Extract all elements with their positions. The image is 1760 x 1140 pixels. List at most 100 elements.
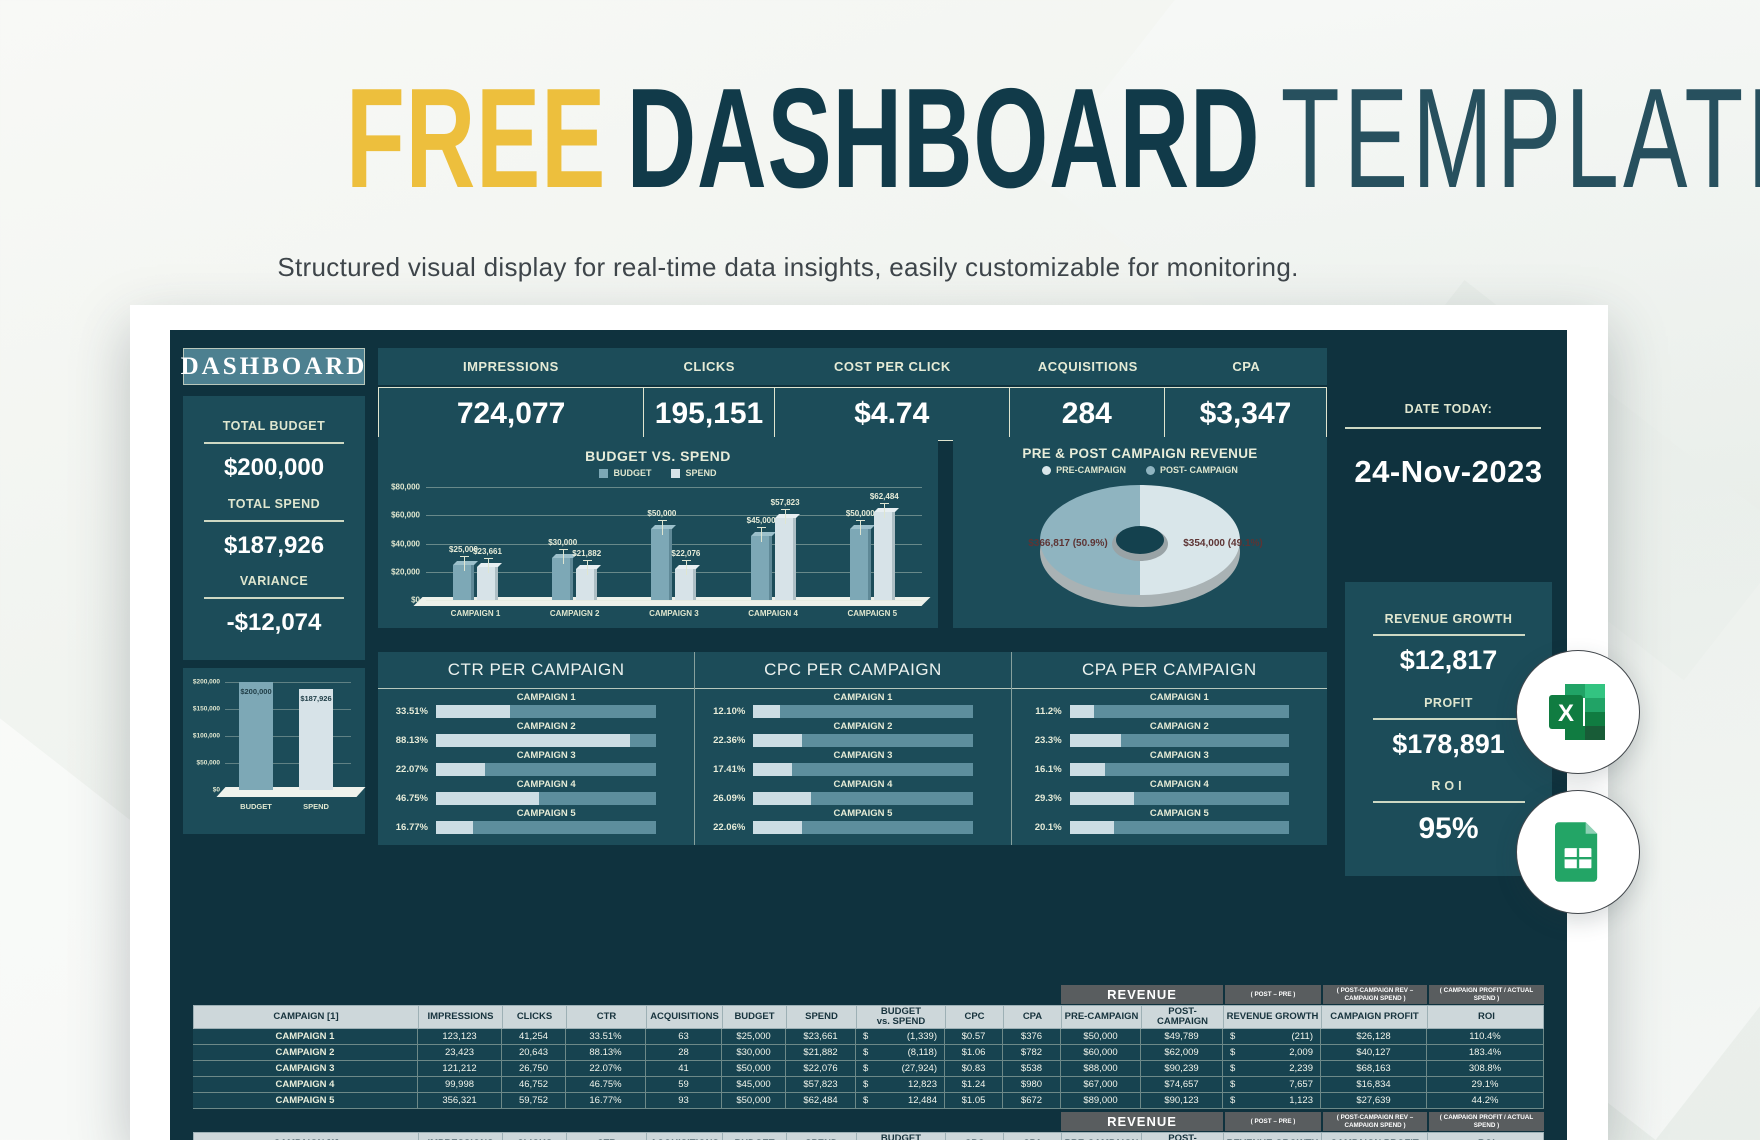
bar-fill — [753, 734, 803, 747]
dashboard-logo: DASHBOARD — [181, 348, 365, 385]
x-axis-label: CAMPAIGN 5 — [847, 609, 898, 618]
table-cell: 93 — [646, 1093, 722, 1109]
google-sheets-badge[interactable] — [1516, 790, 1640, 914]
table-cell: 41,254 — [502, 1029, 566, 1045]
group-header: ( POST – PRE ) — [1225, 985, 1321, 1004]
spend-bar: $21,882 — [572, 549, 601, 600]
error-whisker — [781, 509, 791, 524]
table-cell: $26,128 — [1321, 1029, 1427, 1045]
divider-line — [204, 441, 344, 444]
campaign-table-2: REVENUE( POST – PRE )( POST-CAMPAIGN REV… — [193, 1112, 1544, 1140]
y-axis-tick: $20,000 — [391, 567, 420, 577]
bar-track — [753, 792, 973, 805]
spend-bar: $57,823 — [771, 498, 800, 600]
kpi-label: CLICKS — [683, 359, 735, 374]
metric-item: CAMPAIGN 1 12.10% — [695, 692, 1010, 718]
table-cell: $49,789 — [1141, 1029, 1223, 1045]
cell-value: (8,118) — [907, 1047, 937, 1058]
x-axis-label: CAMPAIGN 2 — [549, 609, 600, 618]
spend-bar: $187,926 — [299, 689, 333, 790]
table-cell: $ (211) — [1223, 1029, 1321, 1045]
table-cell: $7,657 — [1223, 1077, 1321, 1093]
metric-value: 17.41% — [713, 764, 746, 775]
metric-item: CAMPAIGN 2 88.13% — [378, 721, 694, 747]
error-whisker — [856, 520, 866, 535]
gridline — [426, 571, 922, 573]
legend-item: SPEND — [671, 468, 717, 478]
kpi-value-row: 724,077 195,151 $4.74 284 $3,347 — [378, 387, 1327, 441]
y-axis-tick: $0 — [411, 595, 420, 605]
table-cell: 59 — [646, 1077, 722, 1093]
table-cell: 308.8% — [1427, 1061, 1544, 1077]
table-cell: 110.4% — [1427, 1029, 1544, 1045]
dashboard: DASHBOARD TOTAL BUDGET $200,000 TOTAL SPEN… — [170, 330, 1567, 1140]
table-cell: 183.4% — [1427, 1045, 1544, 1061]
metric-section-cpc: CPC PER CAMPAIGN CAMPAIGN 1 12.10% CAMPAIGN… — [694, 652, 1011, 845]
table-cell: $62,484 — [786, 1093, 856, 1109]
divider-line — [1345, 427, 1541, 429]
gridline — [426, 487, 922, 488]
campaign-label: CAMPAIGN 5 — [833, 808, 893, 819]
gridline — [225, 682, 351, 683]
column-header: IMPRESSIONS — [419, 1006, 503, 1028]
campaign-label: CAMPAIGN 5 — [1149, 808, 1209, 819]
campaign-label: CAMPAIGN 2 — [516, 721, 576, 732]
metric-item: CAMPAIGN 5 16.77% — [378, 808, 694, 834]
column-header: REVENUE GROWTH — [1224, 1006, 1322, 1028]
metric-item: CAMPAIGN 1 11.2% — [1012, 692, 1327, 718]
metric-value: 11.2% — [1035, 706, 1062, 717]
bar-value-label: $57,823 — [770, 498, 800, 507]
bar-value-label: $50,000 — [845, 509, 875, 518]
stat-label: TOTAL SPEND — [227, 496, 321, 511]
metric-bar-row: 22.06% — [695, 821, 1010, 834]
table-cell: $376 — [1003, 1029, 1061, 1045]
column-header: BUDGET — [723, 1006, 787, 1028]
error-whisker — [459, 556, 469, 571]
column-header: POST- CAMPAIGN — [1142, 1006, 1224, 1028]
metric-value: 20.1% — [1034, 822, 1062, 833]
bar-fill — [1069, 763, 1105, 776]
metric-value: 16.1% — [1034, 764, 1062, 775]
bar-fill — [436, 705, 510, 718]
metric-item: CAMPAIGN 3 22.07% — [378, 750, 694, 776]
growth-value: $178,891 — [1392, 728, 1505, 759]
bar-track — [1069, 763, 1289, 776]
group-header: REVENUE — [1061, 1112, 1223, 1131]
table-cell: $62,009 — [1141, 1045, 1223, 1061]
y-axis-tick: $100,000 — [192, 732, 220, 740]
metric-bar-row: 22.36% — [695, 734, 1010, 747]
metric-value: 22.06% — [713, 822, 746, 833]
campaign-label: CAMPAIGN 3 — [1149, 750, 1209, 761]
table-cell: $0.57 — [945, 1029, 1003, 1045]
cell-value: 7,657 — [1289, 1079, 1313, 1090]
legend-item: PRE-CAMPAIGN — [1042, 465, 1126, 475]
group-header: ( POST – PRE ) — [1225, 1112, 1321, 1131]
table-cell: $21,882 — [786, 1045, 856, 1061]
currency-symbol: $ — [863, 1063, 869, 1074]
pre-post-revenue-chart: PRE & POST CAMPAIGN REVENUE PRE-CAMPAIGN… — [953, 437, 1327, 628]
table-cell: 46.75% — [566, 1077, 646, 1093]
y-axis-tick: $200,000 — [192, 678, 220, 686]
metric-bar-row: 12.10% — [695, 705, 1010, 718]
table-cell: $68,163 — [1321, 1061, 1427, 1077]
column-header: CLICKS — [503, 1133, 567, 1140]
hero-title: FREEDASHBOARDTEMPLATE — [0, 68, 1760, 210]
divider-line — [1372, 801, 1525, 804]
error-whisker — [681, 560, 691, 575]
growth-item: PROFIT $178,891 — [1345, 696, 1552, 760]
stat-value: $187,926 — [223, 531, 325, 559]
pie-label-pre-campaign: $354,000 (49.1%) — [1183, 538, 1263, 549]
section-title: CPA PER CAMPAIGN — [1011, 660, 1327, 689]
column-header: CAMPAIGN PROFIT — [1322, 1006, 1428, 1028]
growth-item: ROI 95% — [1345, 779, 1552, 846]
excel-badge[interactable]: X — [1516, 650, 1640, 774]
metric-value: 22.07% — [395, 764, 428, 775]
group-header: ( CAMPAIGN PROFIT / ACTUAL SPEND ) — [1429, 1112, 1544, 1131]
table-cell: $50,000 — [1061, 1029, 1141, 1045]
bar-fill — [436, 792, 539, 805]
error-whisker — [657, 520, 667, 535]
table-cell: $538 — [1003, 1061, 1061, 1077]
table-row: CAMPAIGN 4 99,998 46,752 46.75% 59 $45,000 $57… — [193, 1077, 1544, 1093]
metric-bar-row: 20.1% — [1012, 821, 1327, 834]
column-header: CTR — [567, 1006, 647, 1028]
